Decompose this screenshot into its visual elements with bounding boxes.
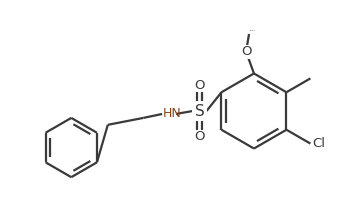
Text: O: O [194,79,205,92]
Text: Cl: Cl [312,137,325,150]
Text: S: S [195,103,205,119]
Text: O: O [194,130,205,143]
Text: HN: HN [163,107,182,121]
Text: methoxy: methoxy [250,29,256,31]
Text: O: O [241,45,251,58]
